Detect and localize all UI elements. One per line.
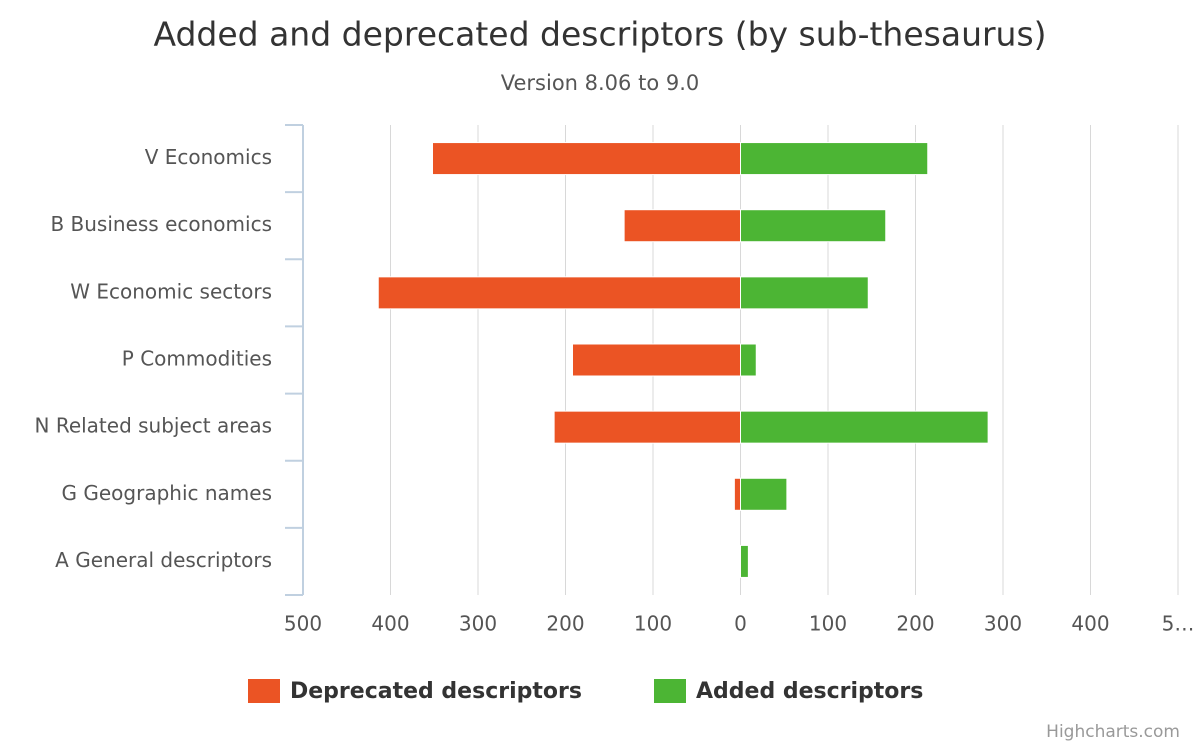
y-tick-label: P Commodities xyxy=(122,347,272,371)
legend-swatch[interactable] xyxy=(248,679,280,703)
bar xyxy=(432,142,741,176)
legend-label[interactable]: Deprecated descriptors xyxy=(290,679,582,704)
y-tick-label: A General descriptors xyxy=(55,548,272,572)
legend-label[interactable]: Added descriptors xyxy=(696,679,923,704)
chart-title: Added and deprecated descriptors (by sub… xyxy=(153,15,1046,54)
bar xyxy=(740,477,788,511)
bar xyxy=(740,544,749,578)
x-tick-label: 200 xyxy=(896,612,934,636)
y-tick-label: V Economics xyxy=(145,145,272,169)
y-tick-label: G Geographic names xyxy=(62,481,273,505)
bar xyxy=(553,410,741,444)
x-tick-label: 0 xyxy=(734,612,747,636)
x-tick-label: 100 xyxy=(809,612,847,636)
bar xyxy=(740,142,929,176)
x-tick-label: 5… xyxy=(1162,612,1195,636)
x-tick-label: 400 xyxy=(1071,612,1109,636)
x-tick-label: 400 xyxy=(371,612,409,636)
chart-subtitle: Version 8.06 to 9.0 xyxy=(501,71,700,95)
x-tick-label: 200 xyxy=(546,612,584,636)
bar xyxy=(733,477,741,511)
credits[interactable]: Highcharts.com xyxy=(1046,722,1180,742)
x-tick-label: 300 xyxy=(984,612,1022,636)
bar xyxy=(623,209,741,243)
legend-swatch[interactable] xyxy=(654,679,686,703)
bar xyxy=(740,343,757,377)
y-tick-label: W Economic sectors xyxy=(70,279,272,303)
y-tick-label: B Business economics xyxy=(50,212,272,236)
bar xyxy=(740,410,989,444)
x-tick-label: 300 xyxy=(459,612,497,636)
y-tick-label: N Related subject areas xyxy=(35,414,273,438)
bar xyxy=(572,343,741,377)
bar xyxy=(377,276,741,310)
x-tick-label: 100 xyxy=(634,612,672,636)
x-tick-label: 500 xyxy=(284,612,322,636)
bar xyxy=(740,209,887,243)
bar xyxy=(740,276,869,310)
